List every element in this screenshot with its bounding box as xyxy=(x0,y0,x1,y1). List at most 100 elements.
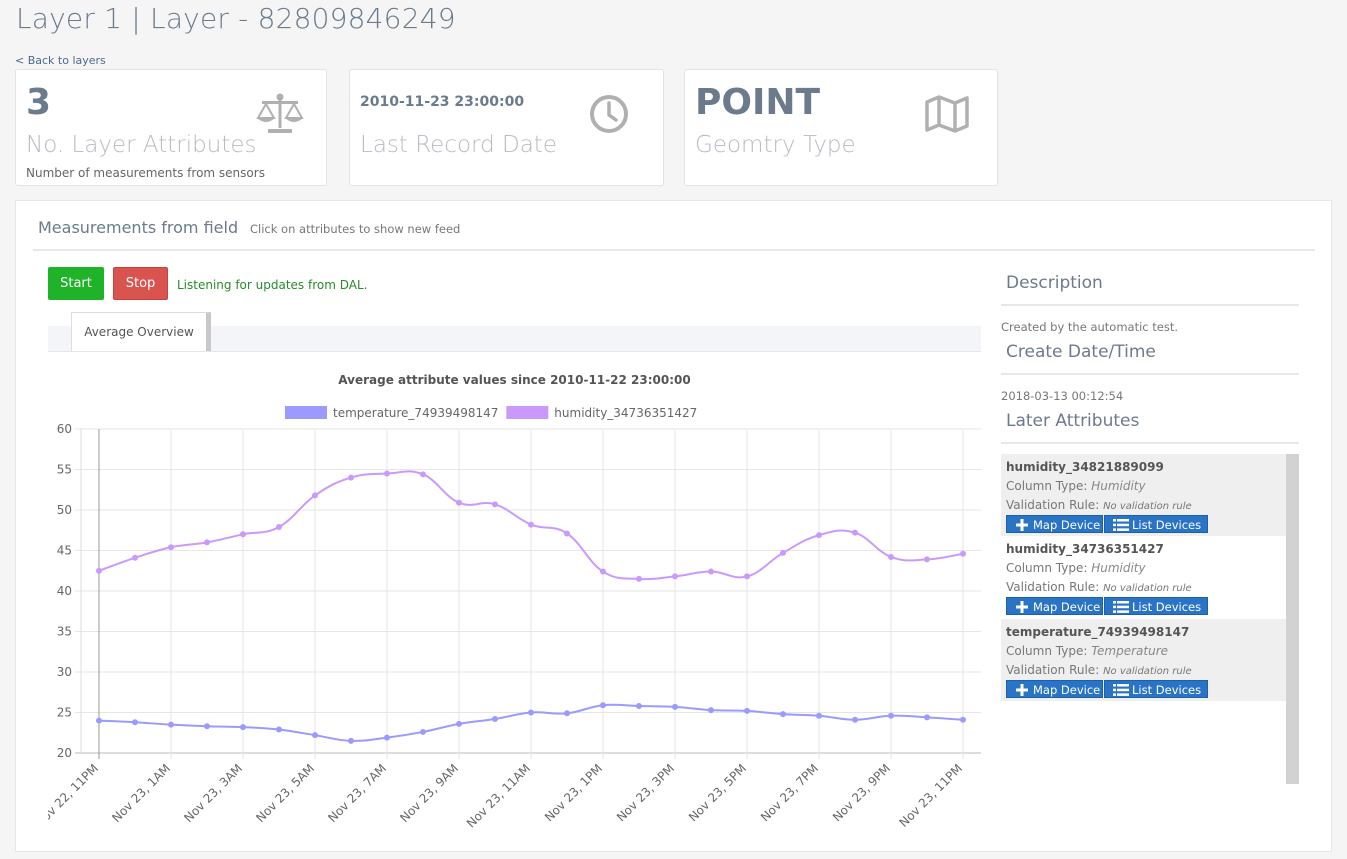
divider xyxy=(33,249,1315,251)
legend-swatch xyxy=(285,406,327,419)
legend-swatch xyxy=(506,406,549,419)
data-point xyxy=(816,712,822,719)
x-tick-label: Nov 23, 11PM xyxy=(897,761,966,830)
validation-rule: Validation Rule: No validation rule xyxy=(1006,663,1192,677)
tab-average-overview[interactable]: Average Overview xyxy=(71,312,211,351)
map-icon xyxy=(925,95,969,133)
data-point xyxy=(780,549,786,556)
data-point xyxy=(528,521,534,528)
data-point xyxy=(744,573,750,580)
list-devices-button[interactable]: List Devices xyxy=(1104,597,1208,615)
attribute-name[interactable]: temperature_74939498147 xyxy=(1006,625,1190,639)
x-tick-label: Nov 23, 1AM xyxy=(109,761,173,825)
validation-rule-label: Validation Rule: xyxy=(1006,663,1100,677)
data-point xyxy=(492,501,498,508)
data-point xyxy=(924,556,930,563)
panel-hint: Click on attributes to show new feed xyxy=(250,222,461,236)
x-tick-label: Nov 23, 3PM xyxy=(614,761,677,824)
y-tick-label: 30 xyxy=(57,665,72,679)
legend-label: temperature_74939498147 xyxy=(333,406,498,420)
data-point xyxy=(204,539,210,546)
divider xyxy=(1001,373,1299,375)
y-tick-label: 20 xyxy=(57,746,72,760)
data-point xyxy=(888,553,894,560)
column-type: Column Type: Temperature xyxy=(1006,644,1168,658)
data-point xyxy=(132,719,138,726)
list-devices-button[interactable]: List Devices xyxy=(1104,515,1208,533)
start-button[interactable]: Start xyxy=(48,267,104,300)
status-message: Listening for updates from DAL. xyxy=(177,278,368,292)
panel-title: Measurements from field xyxy=(38,218,239,237)
data-point xyxy=(672,573,678,580)
data-point xyxy=(600,568,606,575)
column-type-label: Column Type: xyxy=(1006,561,1088,575)
x-tick-label: Nov 23, 1PM xyxy=(542,761,605,824)
list-icon xyxy=(1113,519,1129,531)
divider xyxy=(1001,304,1299,306)
map-device-label: Map Device xyxy=(1033,518,1101,532)
list-devices-button[interactable]: List Devices xyxy=(1104,680,1208,698)
x-tick-label: Nov 22, 11PM xyxy=(48,761,101,830)
column-type-value: Humidity xyxy=(1091,561,1146,575)
attribute-item[interactable]: temperature_74939498147 Column Type: Tem… xyxy=(1001,619,1286,701)
validation-rule-label: Validation Rule: xyxy=(1006,498,1100,512)
scrollbar[interactable] xyxy=(1286,454,1299,784)
list-icon xyxy=(1113,684,1129,696)
data-point xyxy=(492,715,498,722)
data-point xyxy=(672,703,678,710)
validation-rule-label: Validation Rule: xyxy=(1006,580,1100,594)
attribute-name[interactable]: humidity_34821889099 xyxy=(1006,460,1164,474)
data-point xyxy=(420,471,426,478)
column-type: Column Type: Humidity xyxy=(1006,479,1146,493)
attribute-item[interactable]: humidity_34821889099 Column Type: Humidi… xyxy=(1001,454,1286,536)
stat-label: No. Layer Attributes xyxy=(26,132,257,158)
y-tick-label: 60 xyxy=(57,422,72,436)
attribute-item[interactable]: humidity_34736351427 Column Type: Humidi… xyxy=(1001,536,1286,618)
stop-button[interactable]: Stop xyxy=(113,267,168,300)
data-point xyxy=(168,721,174,728)
plus-icon xyxy=(1016,519,1028,531)
y-tick-label: 40 xyxy=(57,584,72,598)
map-device-label: Map Device xyxy=(1033,600,1101,614)
data-point xyxy=(960,716,966,723)
stat-value: 2010-11-23 23:00:00 xyxy=(360,94,525,110)
list-icon xyxy=(1113,601,1129,613)
data-point xyxy=(852,529,858,536)
validation-rule: Validation Rule: No validation rule xyxy=(1006,498,1192,512)
x-tick-label: Nov 23, 7PM xyxy=(758,761,821,824)
attributes-heading: Later Attributes xyxy=(1006,411,1140,431)
data-point xyxy=(348,737,354,744)
data-point xyxy=(960,550,966,557)
data-point xyxy=(708,707,714,714)
validation-rule-value: No validation rule xyxy=(1103,666,1192,677)
y-tick-label: 55 xyxy=(57,463,72,477)
description-text: Created by the automatic test. xyxy=(1001,320,1179,334)
data-point xyxy=(96,567,102,574)
map-device-button[interactable]: Map Device xyxy=(1006,515,1103,533)
plus-icon xyxy=(1016,684,1028,696)
balance-scale-icon xyxy=(256,93,304,133)
attribute-name[interactable]: humidity_34736351427 xyxy=(1006,542,1164,556)
chart-title: Average attribute values since 2010-11-2… xyxy=(338,373,691,387)
map-device-button[interactable]: Map Device xyxy=(1006,597,1103,615)
data-point xyxy=(96,717,102,724)
y-tick-label: 25 xyxy=(57,706,72,720)
stat-card-attributes: 3 No. Layer Attributes Number of measure… xyxy=(15,69,327,186)
x-tick-label: Nov 23, 7AM xyxy=(325,761,389,825)
x-tick-label: Nov 23, 9AM xyxy=(397,761,461,825)
map-device-label: Map Device xyxy=(1033,683,1101,697)
map-device-button[interactable]: Map Device xyxy=(1006,680,1103,698)
data-point xyxy=(276,726,282,733)
data-point xyxy=(132,554,138,561)
data-point xyxy=(780,711,786,718)
data-point xyxy=(564,710,570,717)
data-point xyxy=(924,714,930,721)
back-to-layers-link[interactable]: < Back to layers xyxy=(15,54,106,67)
x-tick-label: Nov 23, 5AM xyxy=(253,761,317,825)
x-tick-label: Nov 23, 9PM xyxy=(830,761,893,824)
data-point xyxy=(276,524,282,531)
column-type: Column Type: Humidity xyxy=(1006,561,1146,575)
column-type-label: Column Type: xyxy=(1006,644,1088,658)
data-point xyxy=(816,532,822,539)
data-point xyxy=(528,709,534,716)
